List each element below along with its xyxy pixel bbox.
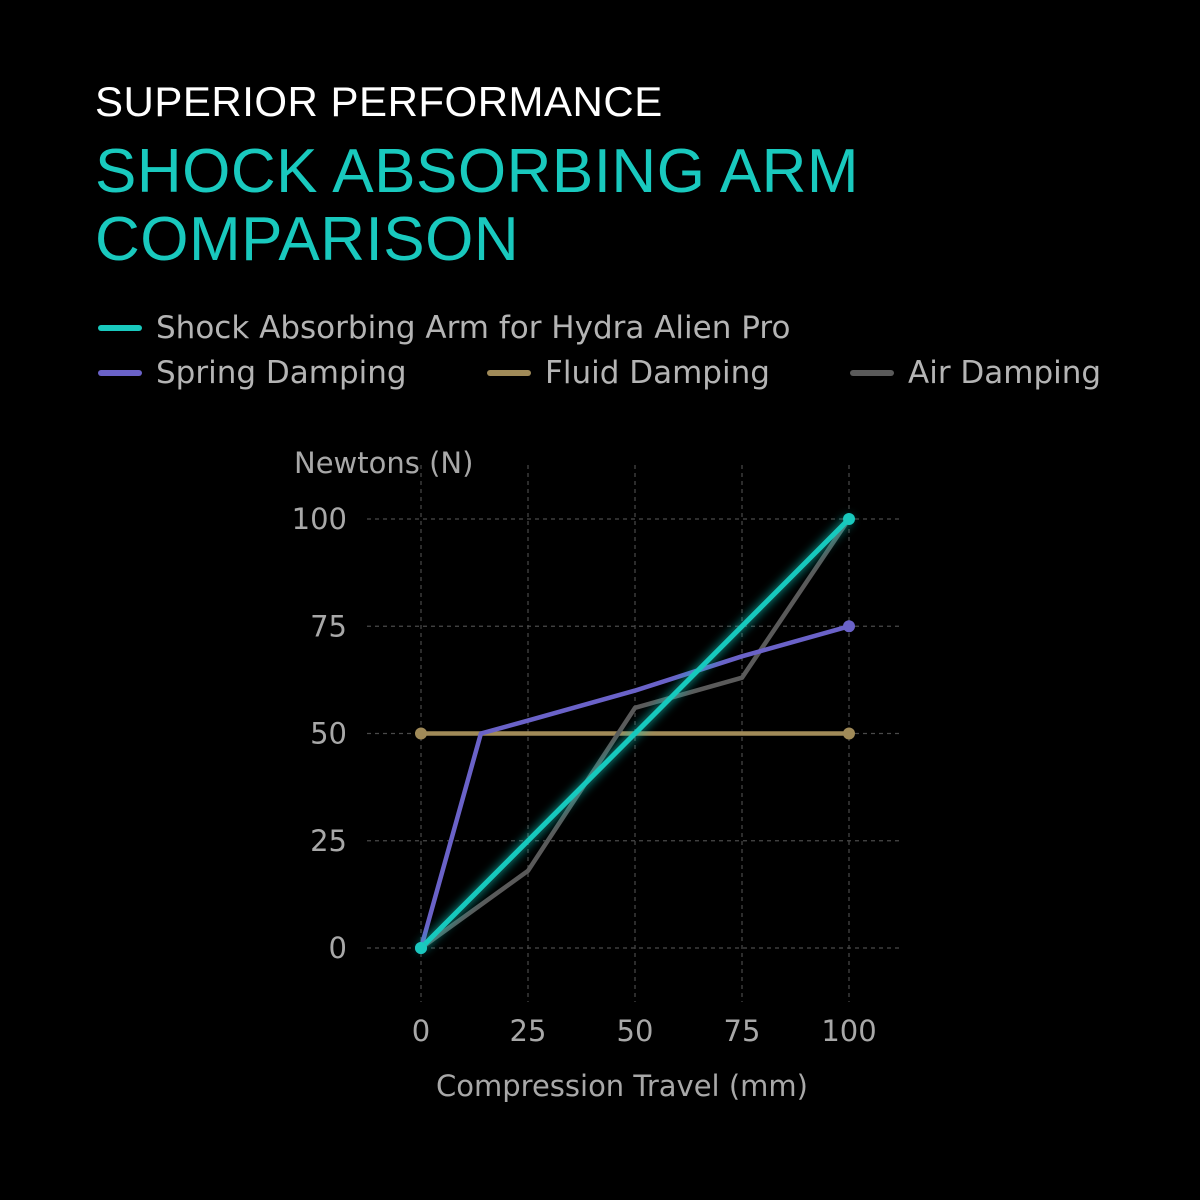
x-axis-label: Compression Travel (mm): [436, 1069, 808, 1103]
legend-item-fluid: Fluid Damping: [487, 355, 770, 391]
x-tick-label: 75: [724, 1014, 761, 1048]
markers-group: [415, 513, 855, 954]
tick-labels: 0 25 50 75 100 0 25 50 75 100: [292, 502, 877, 1048]
series-line-spring: [418, 624, 852, 951]
legend-item-air: Air Damping: [850, 355, 1101, 391]
marker-hydra: [843, 513, 855, 525]
x-tick-label: 0: [412, 1014, 430, 1048]
x-tick-label: 25: [510, 1014, 547, 1048]
legend-label-hydra: Shock Absorbing Arm for Hydra Alien Pro: [156, 310, 791, 346]
y-axis-label: Newtons (N): [294, 446, 473, 480]
y-tick-label: 0: [329, 931, 347, 965]
series-line-hydra: [418, 516, 852, 951]
legend-swatch-hydra: [98, 325, 142, 331]
y-tick-label: 100: [292, 502, 347, 536]
header-title: SHOCK ABSORBING ARM COMPARISON: [95, 138, 859, 274]
y-tick-label: 25: [310, 824, 347, 858]
x-tick-label: 100: [821, 1014, 876, 1048]
series-group: [418, 516, 852, 951]
title-line-2: COMPARISON: [95, 205, 520, 274]
legend-item-hydra: Shock Absorbing Arm for Hydra Alien Pro: [98, 310, 790, 346]
legend-label-spring: Spring Damping: [156, 355, 407, 391]
legend-swatch-air: [850, 370, 894, 376]
title-line-1: SHOCK ABSORBING ARM: [95, 137, 860, 206]
y-tick-label: 75: [310, 609, 347, 643]
header-subtitle: SUPERIOR PERFORMANCE: [95, 78, 663, 125]
x-tick-label: 50: [617, 1014, 654, 1048]
legend-label-air: Air Damping: [908, 355, 1102, 391]
y-tick-label: 50: [310, 717, 347, 751]
marker-hydra: [415, 942, 427, 954]
legend-label-fluid: Fluid Damping: [545, 355, 770, 391]
marker-spring: [843, 620, 855, 633]
marker-fluid: [843, 727, 855, 740]
legend-swatch-spring: [98, 370, 142, 376]
legend-swatch-fluid: [487, 370, 531, 376]
series-line-air: [418, 516, 852, 951]
marker-fluid: [415, 727, 427, 740]
legend-item-spring: Spring Damping: [98, 355, 407, 391]
